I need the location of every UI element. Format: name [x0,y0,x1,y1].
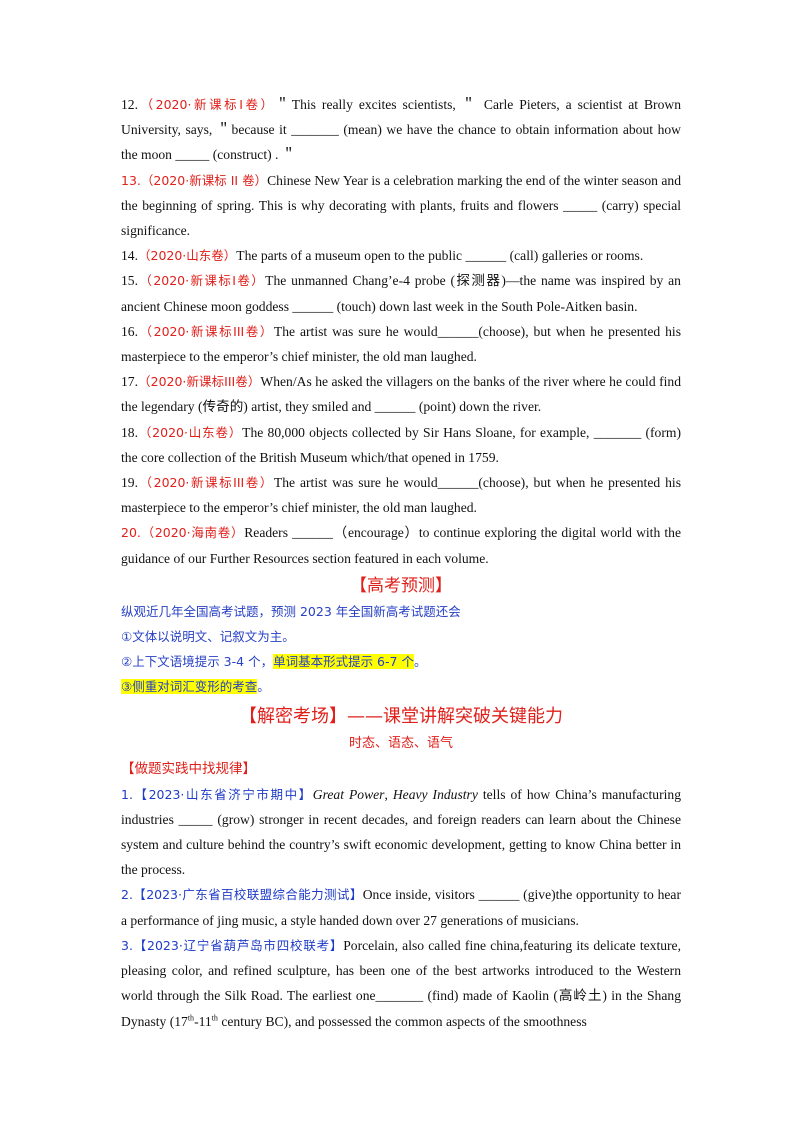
practice-question-2: 2.【2023·广东省百校联盟综合能力测试】Once inside, visit… [121,887,681,928]
question-14: 14.（2020·山东卷）The parts of a museum open … [121,248,644,264]
source-tag: 1.【2023·山东省济宁市期中】 [121,786,313,802]
source-tag: 20.（2020·海南卷） [121,525,245,541]
source-tag: （2020·山东卷） [138,248,237,264]
question-15: 15.（2020·新课标I卷）The unmanned Chang’e-4 pr… [121,273,681,314]
source-tag: （2020·山东卷） [138,424,243,440]
question-12: 12.（2020·新课标I卷）＂This really excites scie… [121,97,681,163]
source-tag: （2020·新课标III卷） [138,323,274,339]
section-heading: 【解密考场】——课堂讲解突破关键能力 [239,705,563,727]
practice-question-3: 3.【2023·辽宁省葫芦岛市四校联考】Porcelain, also call… [121,937,681,1029]
practice-question-1: 1.【2023·山东省济宁市期中】Great Power, Heavy Indu… [121,786,682,878]
question-18: 18.（2020·山东卷）The 80,000 objects collecte… [121,424,681,465]
source-tag: （2020·新课标III卷） [138,475,274,491]
section-label: 【做题实践中找规律】 [121,760,256,777]
question-19: 19.（2020·新课标III卷）The artist was sure he … [121,475,681,516]
source-tag: 2.【2023·广东省百校联盟综合能力测试】 [121,887,363,903]
forecast-point-1: ①文体以说明文、记叙文为主。 [121,629,295,645]
question-13: 13.（2020·新课标 II 卷）Chinese New Year is a … [121,172,682,239]
forecast-point-3: ③侧重对词汇变形的考查。 [121,679,270,695]
question-17: 17.（2020·新课标III卷）When/As he asked the vi… [121,374,681,415]
source-tag: 13.（2020·新课标 II 卷） [121,172,268,188]
question-16: 16.（2020·新课标III卷）The artist was sure he … [121,323,681,365]
highlighted-text: ③侧重对词汇变形的考查 [121,679,258,695]
source-tag: 3.【2023·辽宁省葫芦岛市四校联考】 [121,937,344,953]
forecast-point-2: ②上下文语境提示 3-4 个，单词基本形式提示 6-7 个。 [121,654,427,670]
highlighted-text: 单词基本形式提示 6-7 个 [273,654,414,670]
source-tag: （2020·新课标I卷） [138,97,276,112]
question-20: 20.（2020·海南卷）Readers ______（encourage）to… [121,525,681,566]
section-subheading: 时态、语态、语气 [348,735,453,751]
forecast-heading: 【高考预测】 [350,575,452,596]
forecast-intro: 纵观近几年全国高考试题，预测 2023 年全国新高考试题还会 [121,603,461,619]
document-page: 12.（2020·新课标I卷）＂This really excites scie… [121,92,681,1034]
source-tag: （2020·新课标I卷） [138,273,266,289]
source-tag: （2020·新课标III卷） [138,374,261,390]
